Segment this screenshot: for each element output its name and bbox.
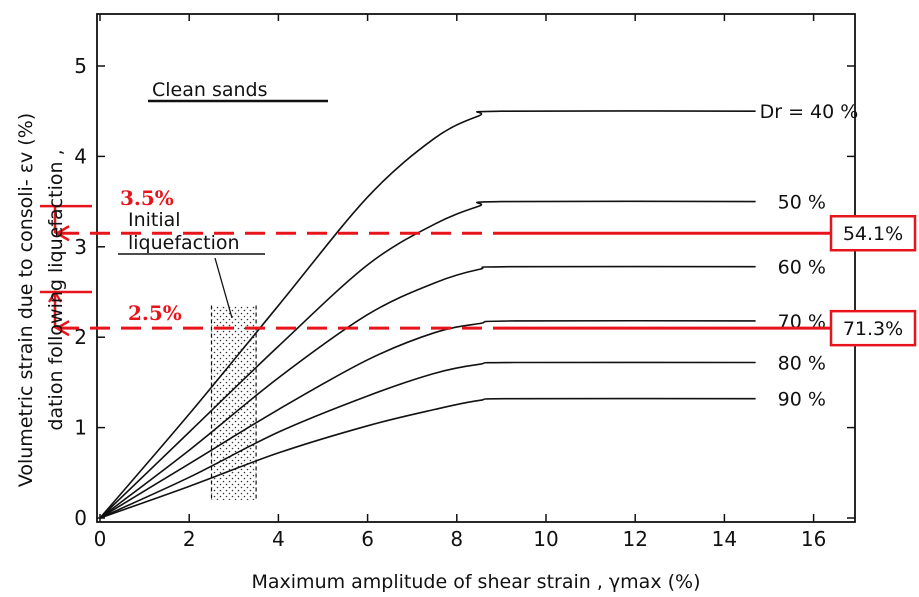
initial-label-line2: liquefaction <box>128 232 240 254</box>
initial-liquefaction-zone <box>210 305 257 500</box>
curve-2 <box>99 200 756 519</box>
initial-zone-fill <box>211 305 257 500</box>
overlay-box-label-2: 71.3% <box>843 318 903 340</box>
initial-pointer <box>214 257 233 319</box>
x-tick-label: 6 <box>361 527 374 551</box>
x-tick-label: 14 <box>712 527 737 551</box>
red-overlay: 3.5% 2.5% 54.1% 71.3% <box>40 186 917 347</box>
overlay-arrow-2 <box>54 320 70 337</box>
series-label: 80 % <box>778 353 826 375</box>
curve-1 <box>99 110 756 519</box>
y-tick-label: 4 <box>74 144 87 168</box>
x-tick-label: 4 <box>272 527 285 551</box>
series-labels: Dr = 40 %50 %60 %70 %80 %90 % <box>760 101 859 410</box>
y-axis-title-line1: Volumetric strain due to consoli- εv (%) <box>15 113 37 487</box>
curve-3 <box>99 265 756 519</box>
overlay-box-1 <box>829 214 917 252</box>
y-tick-label: 3 <box>74 235 87 259</box>
x-axis-title: Maximum amplitude of shear strain , γmax… <box>252 571 701 593</box>
initial-label-line1: Initial <box>128 209 181 231</box>
curve-4 <box>99 319 756 519</box>
x-tick-label: 16 <box>801 527 826 551</box>
x-tick-label: 10 <box>533 527 558 551</box>
bracket-3-5-label: 3.5% <box>120 186 174 210</box>
y-tick-label: 1 <box>74 416 87 440</box>
clean-sands-label: Clean sands <box>152 79 268 101</box>
x-tick-label: 2 <box>183 527 196 551</box>
overlay-box-2 <box>829 309 917 347</box>
bracket-2-5-arrow-up <box>48 289 62 303</box>
overlay-box-label-1: 54.1% <box>843 223 903 245</box>
y-tick-label: 5 <box>74 54 87 78</box>
series-label: 50 % <box>778 192 826 214</box>
curve-6 <box>99 397 756 519</box>
x-tick-label: 8 <box>450 527 463 551</box>
x-tick-label: 12 <box>622 527 647 551</box>
y-tick-label: 2 <box>74 325 87 349</box>
curve-5 <box>99 361 756 519</box>
series-label: 60 % <box>778 257 826 279</box>
plot-frame <box>96 13 856 523</box>
y-axis-title-line2: dation following liquefaction , <box>45 149 67 430</box>
x-tick-label: 0 <box>94 527 107 551</box>
series-label: 90 % <box>778 389 826 411</box>
series-label: Dr = 40 % <box>760 101 859 123</box>
curves <box>99 110 756 519</box>
axis-titles: Maximum amplitude of shear strain , γmax… <box>15 113 701 593</box>
bracket-2-5-label: 2.5% <box>128 301 182 325</box>
overlay-arrow-1 <box>54 225 70 242</box>
y-tick-label: 0 <box>74 506 87 530</box>
